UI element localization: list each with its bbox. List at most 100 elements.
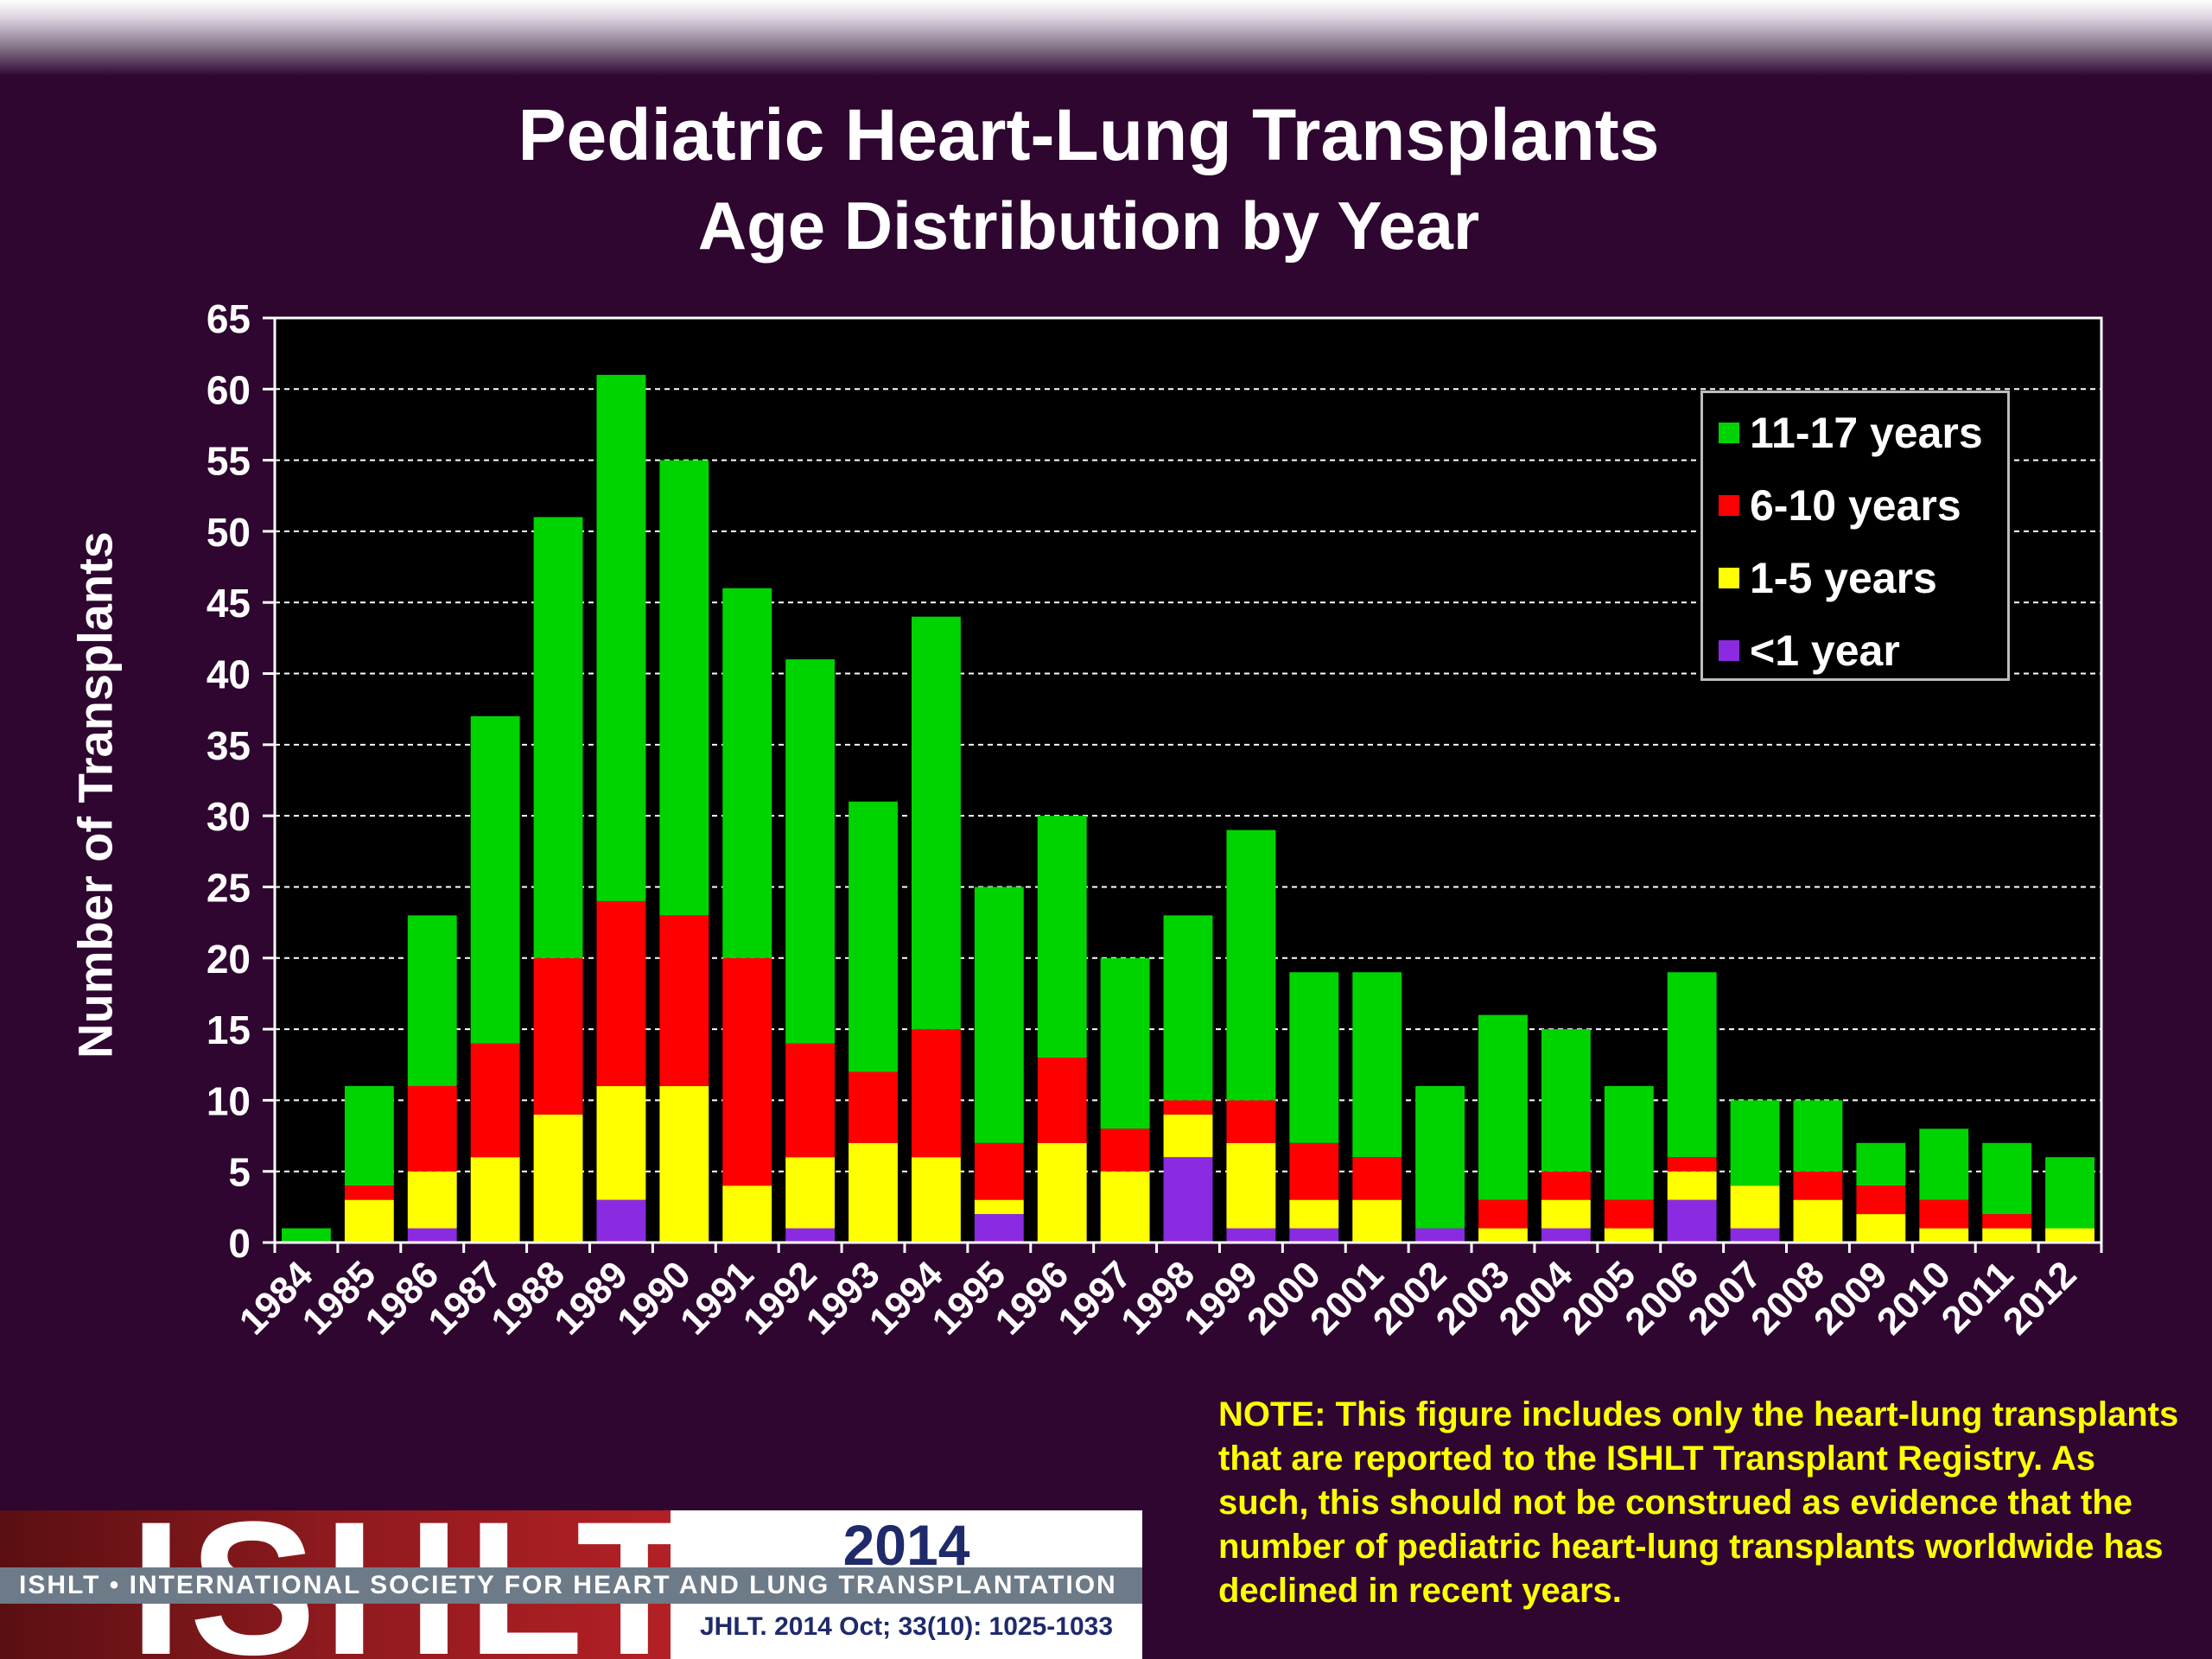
y-tick-label: 45 [207, 581, 251, 626]
bar-segment [1478, 1228, 1528, 1243]
bar-segment [596, 1199, 646, 1243]
legend-item: 6-10 years [1719, 480, 1961, 531]
x-tick-label: 2004 [1491, 1253, 1581, 1343]
y-tick-label: 50 [207, 510, 251, 555]
bar-segment [1226, 830, 1276, 1101]
bar-segment [911, 1157, 961, 1243]
bar-segment [1289, 972, 1339, 1143]
chart-legend: 11-17 years 6-10 years 1-5 years <1 year [1700, 391, 2010, 681]
bar-segment [785, 1043, 836, 1158]
bar-segment [1541, 1199, 1591, 1229]
bar-segment [1604, 1228, 1654, 1243]
top-gradient-band [0, 0, 2212, 76]
x-tick-label: 2000 [1239, 1253, 1329, 1343]
x-tick-label: 1991 [672, 1253, 762, 1343]
legend-label: 6-10 years [1750, 481, 1961, 530]
y-tick-label: 35 [207, 723, 251, 768]
bar-segment [1730, 1100, 1780, 1186]
bar-segment [785, 1157, 836, 1229]
bar-segment [1667, 1199, 1717, 1243]
x-tick-label: 1989 [546, 1253, 636, 1343]
logo-year: 2014 [842, 1513, 970, 1577]
bar-segment [974, 887, 1024, 1143]
x-tick-label: 1987 [420, 1253, 510, 1343]
legend-item: 11-17 years [1719, 407, 1983, 459]
chart-title: Pediatric Heart-Lung Transplants [518, 94, 1660, 175]
bar-segment [722, 1185, 772, 1243]
bar-segment [596, 900, 646, 1086]
bar-segment [470, 1043, 520, 1158]
bar-segment [974, 1199, 1024, 1215]
bar-segment [407, 1085, 457, 1172]
legend-label: 1-5 years [1750, 554, 1937, 602]
x-tick-label: 2010 [1869, 1253, 1959, 1343]
bar-segment [785, 659, 836, 1044]
bar-segment [533, 1114, 583, 1243]
bar-segment [1856, 1142, 1906, 1186]
y-tick-label: 60 [207, 367, 251, 412]
bar-segment [596, 374, 646, 901]
bar-segment [1163, 1157, 1213, 1243]
bar-segment [344, 1199, 394, 1243]
legend-label: <1 year [1750, 626, 1900, 675]
x-tick-label: 2002 [1365, 1253, 1455, 1343]
bar-segment [1541, 1228, 1591, 1243]
bar-segment [659, 1085, 709, 1243]
bar-segment [533, 957, 583, 1115]
legend-swatch [1719, 640, 1739, 661]
bar-segment [1982, 1228, 2032, 1243]
x-tick-label: 1984 [232, 1253, 321, 1343]
x-tick-label: 2005 [1554, 1253, 1643, 1343]
bar-segment [1100, 1128, 1150, 1172]
bar-segment [1289, 1228, 1339, 1243]
plot-border [273, 316, 2103, 1244]
x-tick-label: 1999 [1176, 1253, 1266, 1343]
bar-segment [1352, 972, 1402, 1158]
y-tick-label: 10 [207, 1078, 251, 1123]
bar-segment [722, 588, 772, 958]
bar-segment [1919, 1199, 1969, 1229]
x-tick-label: 1992 [735, 1253, 825, 1343]
bar-segment [533, 517, 583, 958]
bar-segment [2045, 1228, 2094, 1243]
bar-segment [1289, 1142, 1339, 1200]
stacked-bar-chart: 0510152025303540455055606519841985198619… [207, 296, 2103, 1343]
bar-segment [1289, 1199, 1339, 1229]
x-tick-label: 1997 [1050, 1253, 1140, 1343]
chart-subtitle: Age Distribution by Year [697, 188, 1480, 264]
logo-society-name: ISHLT • INTERNATIONAL SOCIETY FOR HEART … [0, 1567, 1142, 1604]
y-tick-label: 55 [207, 439, 251, 484]
x-tick-label: 1990 [609, 1253, 699, 1343]
bar-segment [1856, 1185, 1906, 1215]
bar-segment [282, 1228, 331, 1243]
bar-segment [1100, 1171, 1150, 1243]
x-tick-label: 2012 [1995, 1253, 2085, 1343]
bar-segment [974, 1142, 1024, 1200]
bar-segment [1982, 1214, 2032, 1229]
bar-segment [1730, 1228, 1780, 1243]
bar-segment [1037, 816, 1087, 1058]
bar-segment [1730, 1185, 1780, 1229]
y-tick-label: 15 [207, 1007, 251, 1052]
bar-segment [596, 1085, 646, 1200]
bar-segment [849, 1142, 898, 1243]
bar-segment [1793, 1171, 1843, 1200]
bar-segment [911, 616, 961, 1030]
y-tick-label: 5 [228, 1150, 251, 1195]
bar-segment [1163, 1100, 1213, 1115]
bar-segment [849, 801, 898, 1072]
x-tick-label: 2009 [1806, 1253, 1896, 1343]
bar-segment [1982, 1142, 2032, 1215]
x-tick-label: 1994 [861, 1253, 951, 1343]
bar-segment [659, 460, 709, 916]
bar-segment [1226, 1100, 1276, 1143]
bar-segment [1604, 1085, 1654, 1200]
bar-segment [1919, 1228, 1969, 1243]
bar-segment [911, 1029, 961, 1158]
y-tick-label: 65 [207, 296, 251, 341]
y-tick-label: 0 [228, 1221, 251, 1266]
bar-segment [1541, 1029, 1591, 1172]
legend-swatch [1719, 568, 1739, 588]
bar-segment [1604, 1199, 1654, 1229]
x-tick-label: 1986 [357, 1253, 447, 1343]
